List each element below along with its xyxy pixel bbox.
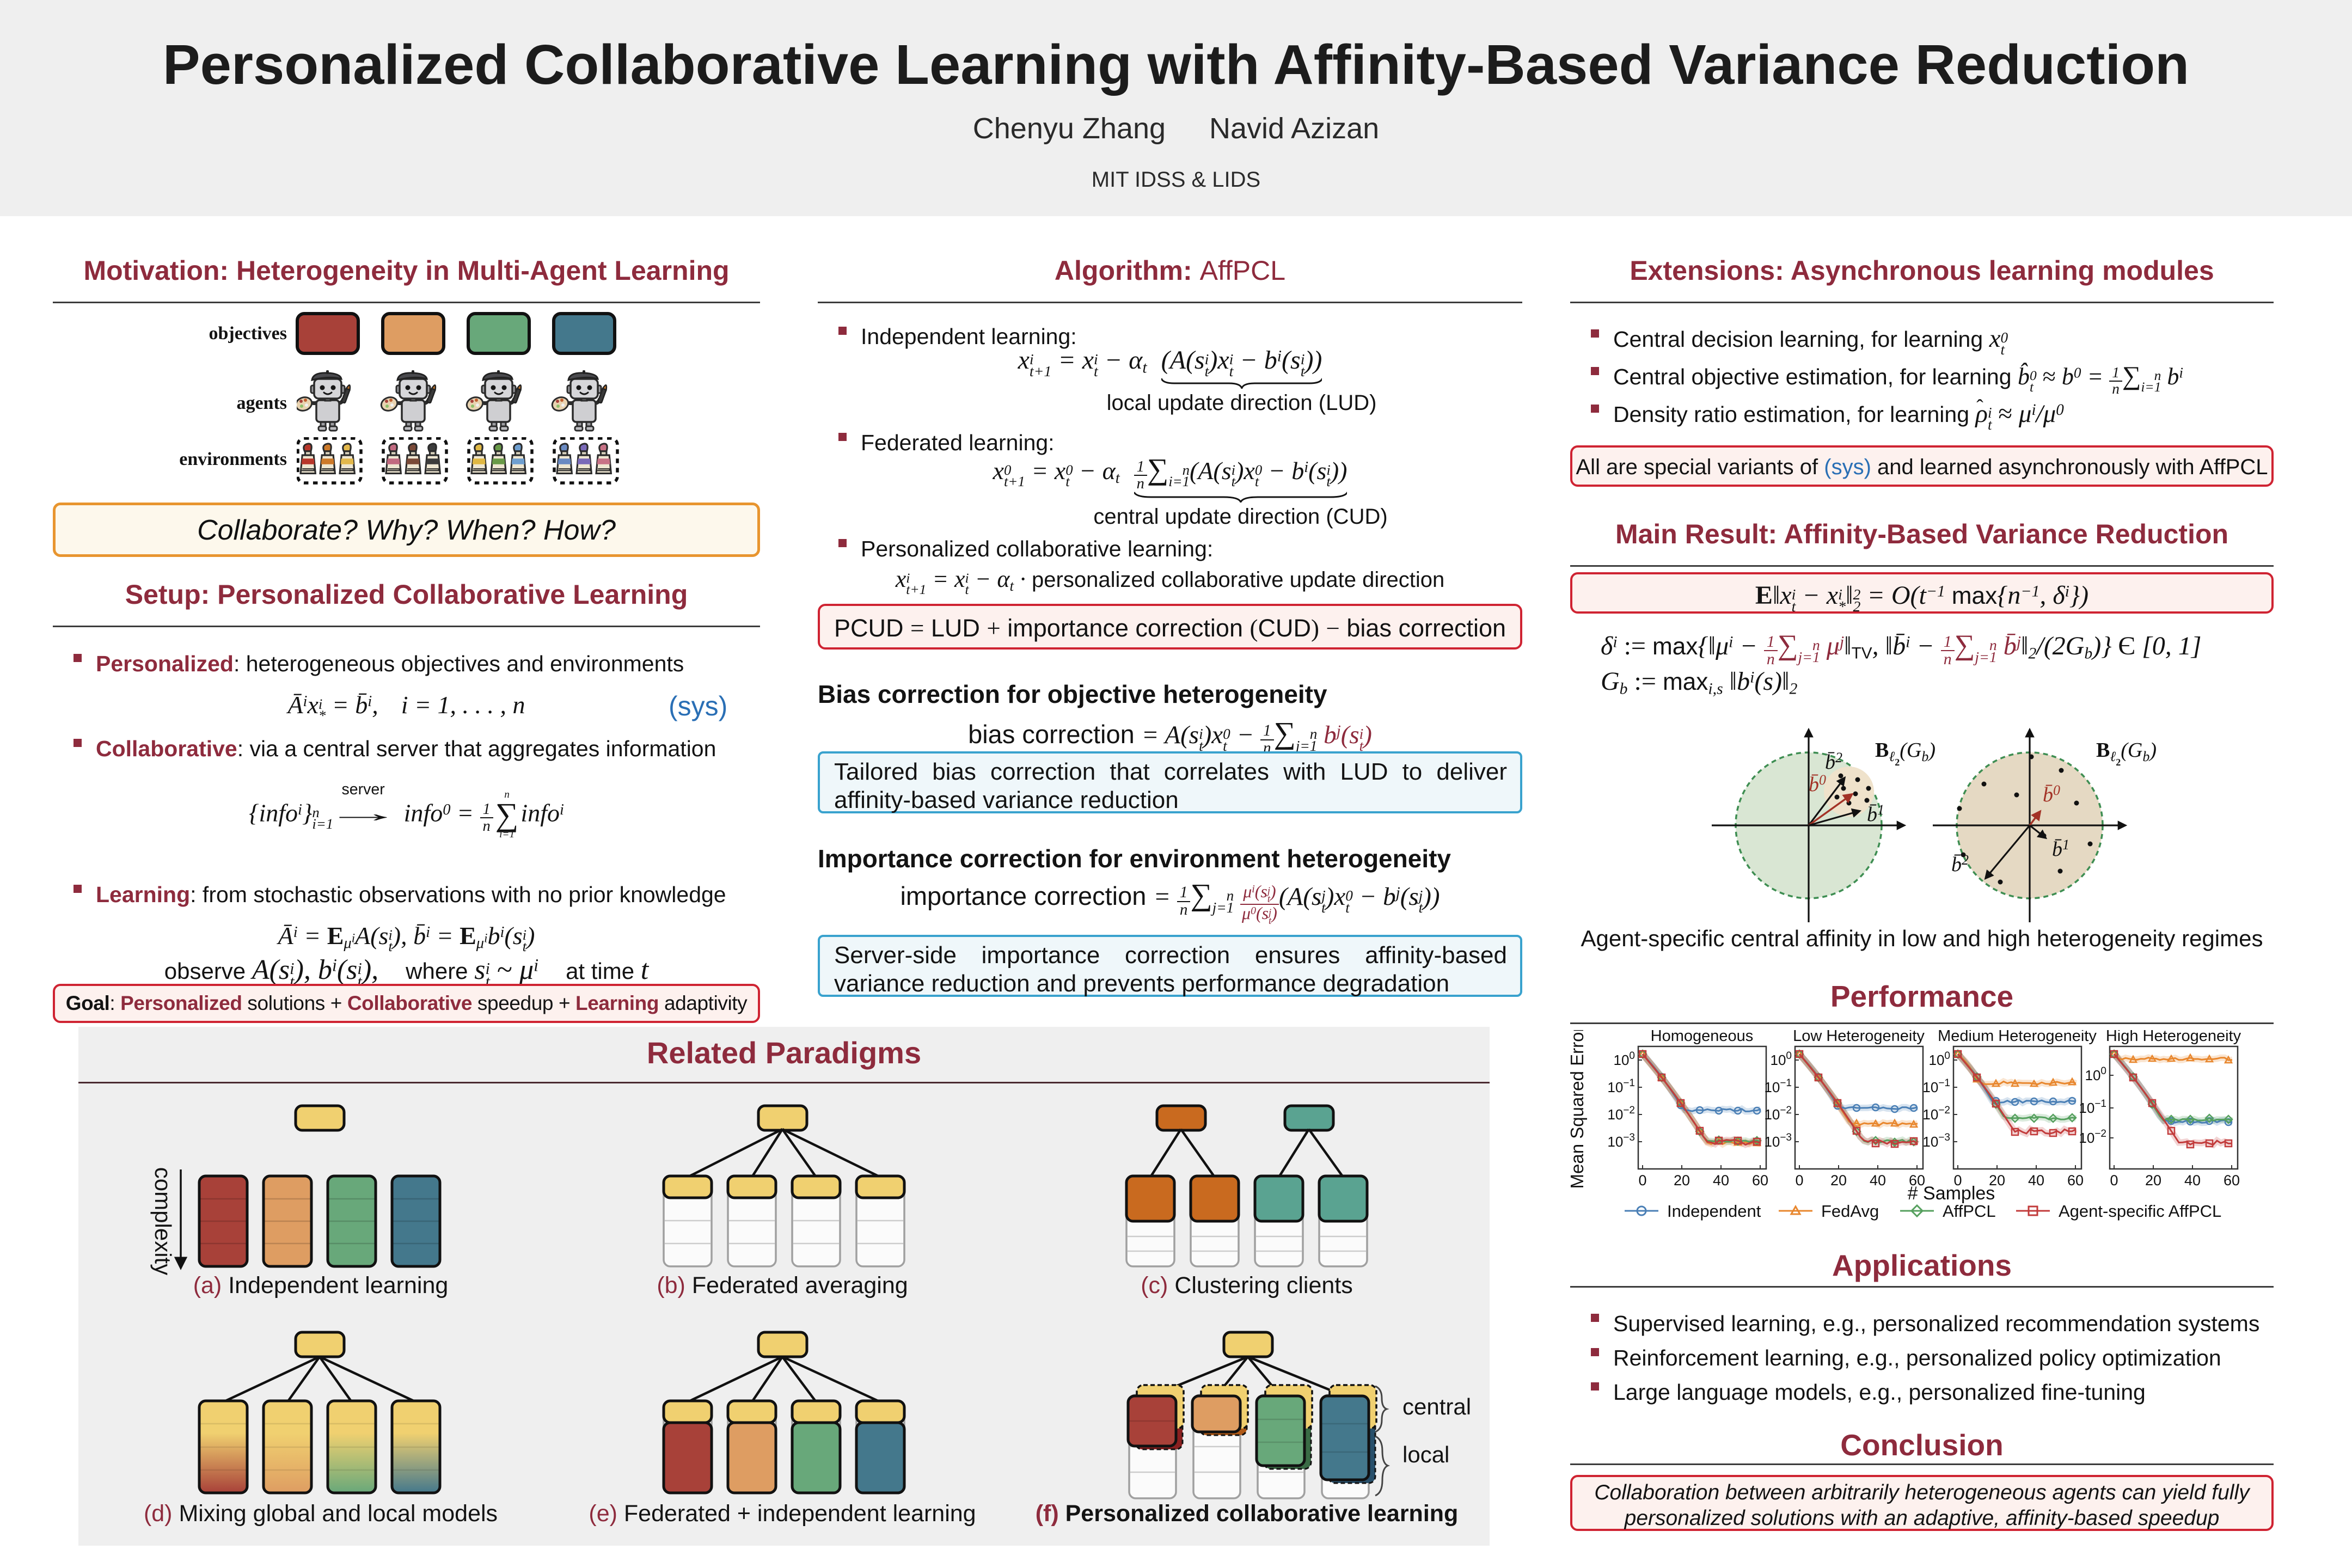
svg-text:20: 20 — [1674, 1172, 1690, 1189]
svg-text:(c) Clustering clients: (c) Clustering clients — [1141, 1272, 1353, 1298]
svg-text:40: 40 — [2028, 1172, 2044, 1189]
svg-text:10−2: 10−2 — [2079, 1128, 2106, 1146]
svg-text:20: 20 — [1989, 1172, 2005, 1189]
svg-text:(b) Federated averaging: (b) Federated averaging — [657, 1272, 908, 1298]
svg-text:Independent: Independent — [1667, 1202, 1761, 1221]
svg-text:local: local — [1402, 1442, 1449, 1467]
svg-text:(e) Federated + independent le: (e) Federated + independent learning — [589, 1500, 976, 1527]
svg-text:40: 40 — [1870, 1172, 1886, 1189]
svg-text:10−2: 10−2 — [1764, 1105, 1792, 1123]
svg-text:Bℓ2(Gb): Bℓ2(Gb) — [1875, 739, 1935, 768]
svg-text:# Samples: # Samples — [1908, 1183, 1995, 1204]
svg-text:AffPCL: AffPCL — [1943, 1202, 1996, 1221]
svg-text:10−2: 10−2 — [1922, 1105, 1950, 1123]
svg-text:20: 20 — [2145, 1172, 2161, 1189]
svg-text:10−3: 10−3 — [1764, 1132, 1792, 1150]
svg-text:b̄1: b̄1 — [2052, 837, 2069, 861]
svg-text:100: 100 — [1771, 1050, 1792, 1068]
svg-text:40: 40 — [1713, 1172, 1729, 1189]
svg-text:100: 100 — [1614, 1050, 1636, 1068]
svg-text:Bℓ2(Gb): Bℓ2(Gb) — [2096, 739, 2157, 768]
svg-text:(d) Mixing global and local mo: (d) Mixing global and local models — [144, 1500, 498, 1527]
svg-text:40: 40 — [2184, 1172, 2201, 1189]
svg-text:central: central — [1402, 1394, 1471, 1419]
svg-text:0: 0 — [1638, 1172, 1646, 1189]
svg-text:(f) Personalized collaborative: (f) Personalized collaborative learning — [1036, 1500, 1459, 1527]
svg-text:60: 60 — [2067, 1172, 2084, 1189]
svg-text:10−1: 10−1 — [2079, 1098, 2106, 1116]
svg-text:100: 100 — [2085, 1065, 2107, 1083]
svg-text:b̄2: b̄2 — [1951, 852, 1969, 876]
svg-text:Homogeneous: Homogeneous — [1651, 1030, 1754, 1045]
svg-text:0: 0 — [2110, 1172, 2118, 1189]
svg-text:10−3: 10−3 — [1607, 1132, 1635, 1150]
svg-text:10−1: 10−1 — [1607, 1077, 1635, 1095]
svg-text:100: 100 — [1929, 1050, 1951, 1068]
svg-text:Medium Heterogeneity: Medium Heterogeneity — [1938, 1030, 2097, 1045]
svg-text:10−3: 10−3 — [1922, 1132, 1950, 1150]
svg-text:10−1: 10−1 — [1922, 1077, 1950, 1095]
svg-text:10−1: 10−1 — [1764, 1077, 1792, 1095]
svg-text:High Heterogeneity: High Heterogeneity — [2106, 1030, 2241, 1045]
svg-text:b̄0: b̄0 — [1809, 772, 1826, 796]
svg-text:Agent-specific AffPCL: Agent-specific AffPCL — [2059, 1202, 2221, 1221]
svg-text:60: 60 — [1752, 1172, 1768, 1189]
svg-text:complexity: complexity — [150, 1167, 176, 1275]
svg-text:60: 60 — [1909, 1172, 1925, 1189]
svg-text:Low Heterogeneity: Low Heterogeneity — [1793, 1030, 1925, 1045]
svg-text:0: 0 — [1953, 1172, 1962, 1189]
svg-text:FedAvg: FedAvg — [1821, 1202, 1879, 1221]
svg-text:(a) Independent learning: (a) Independent learning — [193, 1272, 449, 1298]
svg-text:10−2: 10−2 — [1607, 1105, 1635, 1123]
svg-text:60: 60 — [2224, 1172, 2240, 1189]
svg-text:0: 0 — [1795, 1172, 1803, 1189]
svg-text:20: 20 — [1830, 1172, 1847, 1189]
svg-text:Mean Squared Error: Mean Squared Error — [1570, 1030, 1587, 1189]
